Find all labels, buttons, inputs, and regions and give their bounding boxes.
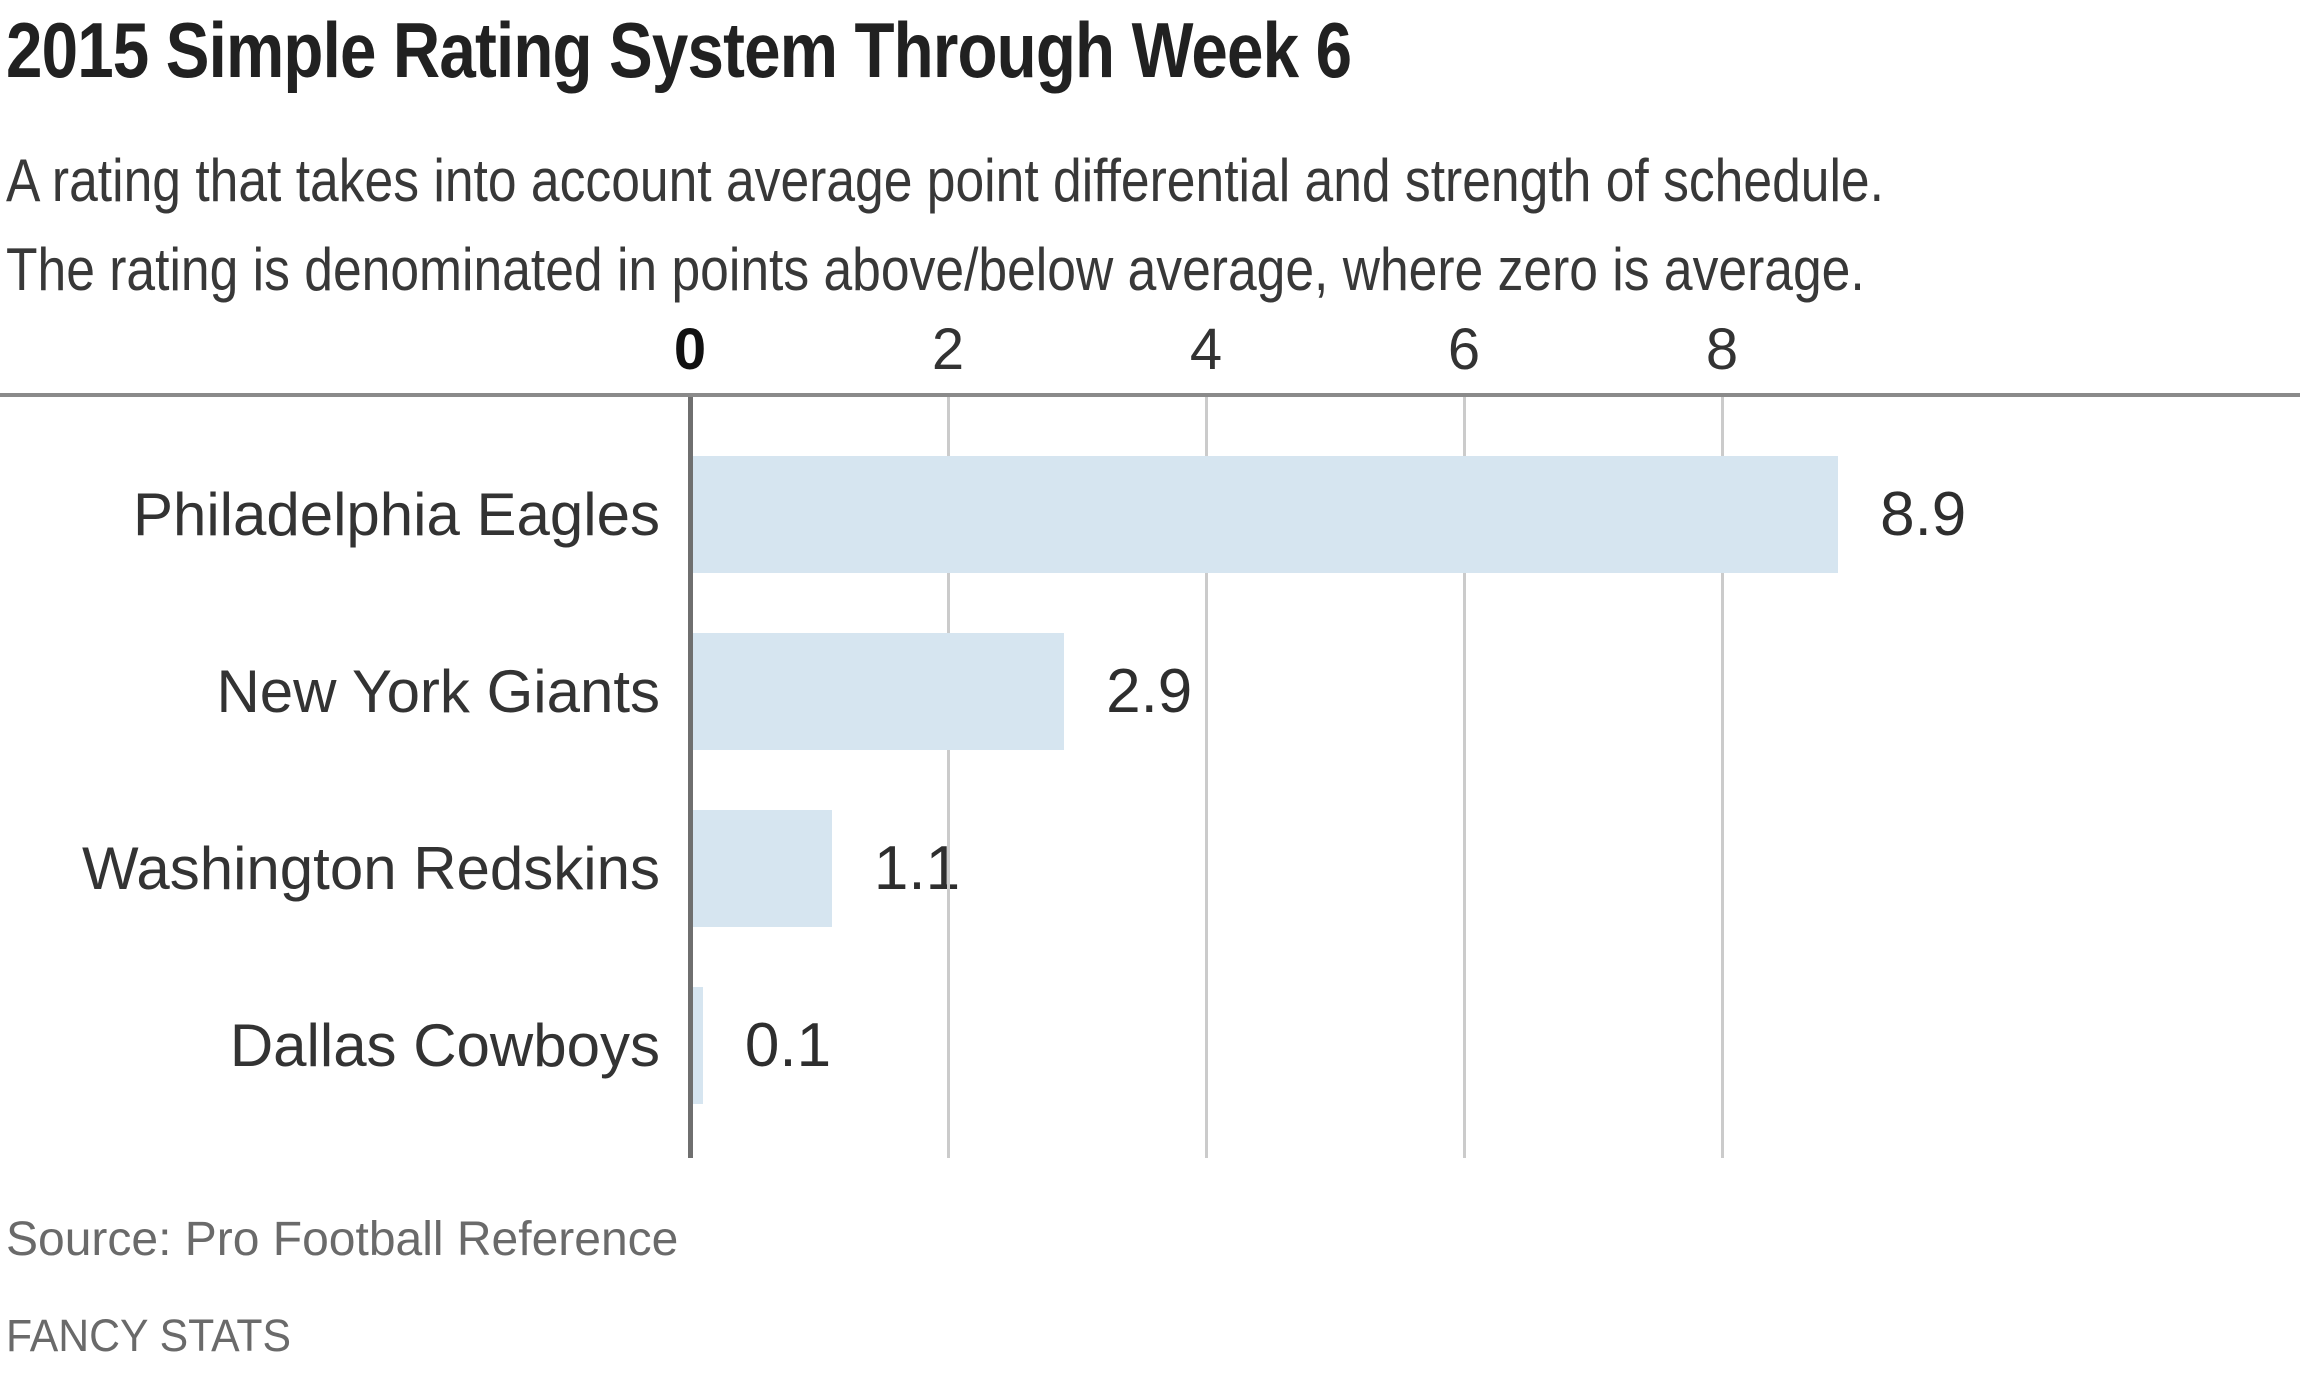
bar-new-york-giants [692, 633, 1065, 750]
bar-washington-redskins [692, 810, 832, 927]
x-tick-label-0: 0 [673, 317, 707, 382]
gridline [946, 397, 950, 1158]
x-tick-label-4: 4 [1189, 317, 1223, 382]
value-label: 0.1 [744, 1011, 832, 1080]
chart-subtitle-line1: A rating that takes into account average… [6, 147, 1884, 214]
value-label: 8.9 [1880, 480, 1967, 549]
chart-subtitle-line2: The rating is denominated in points abov… [6, 236, 1865, 303]
category-label: Dallas Cowboys [229, 1012, 660, 1079]
source-note: Source: Pro Football Reference [6, 1213, 679, 1266]
x-axis-line [0, 393, 2300, 397]
value-label: 1.1 [873, 834, 961, 903]
bar-dallas-cowboys [692, 987, 703, 1104]
value-label: 2.9 [1106, 657, 1193, 726]
x-tick-label-2: 2 [931, 317, 965, 382]
zero-baseline [687, 397, 693, 1158]
gridline [1462, 397, 1466, 1158]
category-label: New York Giants [216, 658, 660, 725]
chart-title: 2015 Simple Rating System Through Week 6 [6, 6, 1352, 94]
x-tick-label-8: 8 [1705, 317, 1739, 382]
x-tick-label-6: 6 [1447, 317, 1481, 382]
brand-signature: FANCY STATS [6, 1310, 292, 1361]
category-label: Philadelphia Eagles [132, 481, 660, 548]
bar-philadelphia-eagles [692, 456, 1839, 573]
category-label: Washington Redskins [81, 835, 660, 902]
gridline [1204, 397, 1208, 1158]
gridline [1720, 397, 1724, 1158]
